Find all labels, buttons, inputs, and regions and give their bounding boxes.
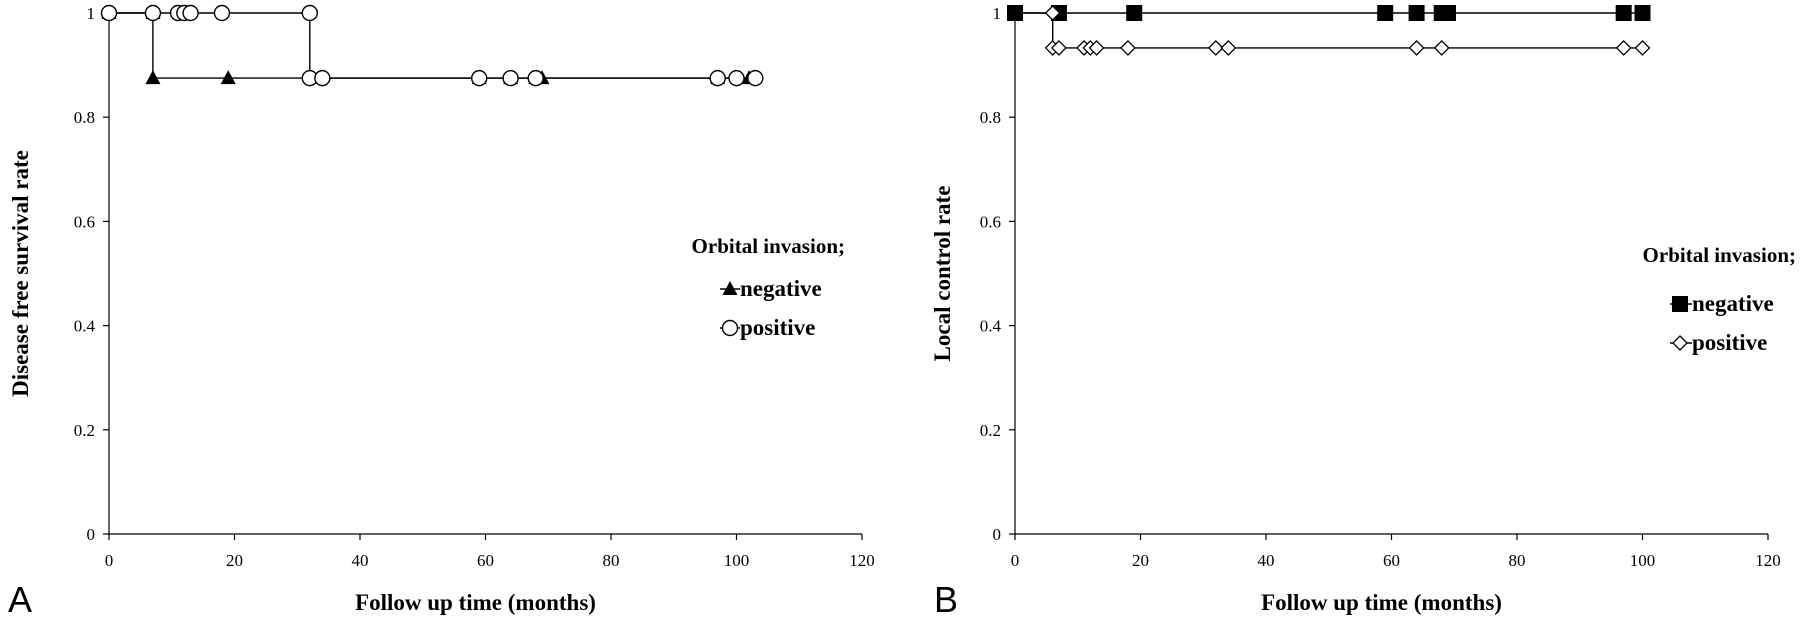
legend-item-negative: negative (720, 276, 822, 301)
legend-item-negative: negative (1670, 291, 1774, 316)
y-axis-title: Disease free survival rate (8, 150, 33, 397)
data-point-positive (1044, 5, 1061, 21)
data-point-positive (1207, 39, 1224, 56)
legend-marker-positive (1672, 335, 1688, 351)
data-point-positive (182, 4, 199, 22)
y-tick-label: 0.2 (74, 421, 95, 440)
series-line-negative (109, 12, 749, 79)
data-point-positive (1051, 39, 1067, 56)
legend-item-positive: positive (1670, 330, 1767, 355)
x-tick-label: 20 (1132, 551, 1149, 570)
x-tick-label: 100 (724, 551, 750, 570)
data-point-positive (1088, 39, 1105, 56)
data-point-positive (1433, 39, 1450, 56)
data-point-positive (1615, 39, 1632, 56)
data-point-positive (728, 69, 745, 87)
y-tick-label: 0.8 (74, 108, 95, 127)
x-tick-label: 80 (1509, 551, 1526, 570)
data-point-positive (1634, 39, 1651, 56)
y-tick-label: 0 (87, 525, 96, 544)
legend: Orbital invasion; negative positive (1643, 243, 1796, 355)
series-line-positive (109, 12, 756, 79)
legend-label: negative (740, 276, 822, 301)
data-point-negative (1126, 5, 1143, 21)
data-point-positive (144, 4, 162, 22)
legend-title: Orbital invasion; (692, 234, 845, 258)
y-tick-label: 0 (993, 525, 1002, 544)
y-tick-label: 0.6 (980, 212, 1001, 231)
data-point-positive (1120, 39, 1136, 56)
panel-b: 0 20 40 60 80 100 120 0 0.2 0.4 0.6 0.8 1 Follow up t… (930, 4, 1796, 620)
x-axis-title: Follow up time (months) (1261, 590, 1502, 615)
x-tick-label: 40 (352, 551, 369, 570)
y-tick-label: 0.4 (74, 317, 96, 336)
x-tick-label: 120 (1755, 551, 1781, 570)
y-tick-label: 0.2 (980, 421, 1001, 440)
legend-marker-negative (722, 281, 738, 295)
data-point-negative (145, 70, 161, 85)
x-tick-label: 60 (477, 551, 494, 570)
x-axis-title: Follow up time (months) (355, 590, 596, 615)
data-point-positive (314, 69, 331, 87)
legend-label: positive (740, 315, 815, 340)
data-point-positive (502, 69, 519, 87)
y-tick-label: 1 (87, 4, 96, 23)
x-tick-label: 120 (849, 551, 875, 570)
y-tick-label: 0.8 (980, 108, 1001, 127)
data-point-positive (527, 69, 544, 87)
x-tick-label: 60 (1383, 551, 1400, 570)
x-tick-label: 0 (105, 551, 114, 570)
y-tick-label: 0.6 (74, 212, 95, 231)
x-tick-label: 80 (603, 551, 620, 570)
data-point-negative (1615, 5, 1632, 21)
legend-title: Orbital invasion; (1643, 243, 1796, 267)
y-axis-title: Local control rate (930, 186, 955, 362)
data-point-negative (220, 70, 236, 85)
x-tick-label: 40 (1258, 551, 1275, 570)
panel-a: 0 20 40 60 80 100 120 0 0.2 0.4 0.6 0.8 1 Follow up t… (8, 4, 875, 620)
panel-letter: B (934, 579, 958, 620)
data-point-positive (747, 69, 764, 87)
legend-item-positive: positive (720, 315, 815, 340)
data-point-positive (1408, 39, 1425, 56)
data-point-negative (1408, 5, 1425, 21)
x-tick-label: 0 (1011, 551, 1020, 570)
data-point-positive (709, 69, 726, 87)
legend-marker-negative (1672, 296, 1688, 312)
y-tick-label: 1 (993, 4, 1002, 23)
legend-marker-positive (721, 319, 739, 337)
data-point-negative (1377, 5, 1394, 21)
data-point-negative (1634, 5, 1651, 21)
legend: Orbital invasion; negative positive (692, 234, 845, 340)
data-point-positive (301, 4, 318, 22)
data-point-positive (1220, 39, 1237, 56)
x-tick-label: 20 (226, 551, 243, 570)
data-point-positive (100, 4, 118, 22)
data-point-positive (213, 4, 231, 22)
legend-label: positive (1692, 330, 1767, 355)
data-point-negative (1439, 5, 1456, 21)
legend-label: negative (1692, 291, 1774, 316)
data-point-positive (471, 69, 488, 87)
x-tick-label: 100 (1630, 551, 1656, 570)
panel-letter: A (8, 579, 32, 620)
series-line-positive (1015, 12, 1643, 49)
y-tick-label: 0.4 (980, 317, 1002, 336)
